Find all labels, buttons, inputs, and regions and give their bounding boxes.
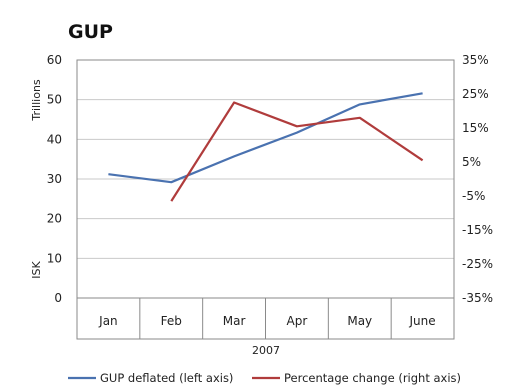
left-tick-label: 30 — [47, 172, 62, 186]
left-tick-label: 50 — [47, 93, 62, 107]
series-line-0 — [108, 92, 423, 184]
right-tick-label: 15% — [462, 121, 489, 135]
left-tick-label: 60 — [47, 53, 62, 67]
x-tick-label: Feb — [161, 314, 182, 328]
x-tick-label: Mar — [223, 314, 246, 328]
right-tick-label: 35% — [462, 53, 489, 67]
right-tick-label: 5% — [462, 155, 481, 169]
x-tick-label: June — [409, 314, 436, 328]
x-tick-label: May — [347, 314, 372, 328]
series-line-1 — [170, 101, 424, 202]
x-category-area: Jan Feb Mar Apr May June — [76, 297, 455, 340]
left-axis-label-top: Trillions — [30, 79, 43, 122]
chart-title: GUP — [68, 21, 113, 43]
left-tick-label: 20 — [47, 212, 62, 226]
left-axis-ticks: 0 10 20 30 40 50 60 — [47, 53, 62, 305]
x-group-label: 2007 — [252, 344, 280, 357]
grid-lines — [76, 59, 455, 299]
right-tick-label: -15% — [462, 223, 493, 237]
right-tick-label: -35% — [462, 291, 493, 305]
x-tick-label: Jan — [98, 314, 118, 328]
legend-label-percentage-change: Percentage change (right axis) — [284, 371, 461, 385]
right-tick-label: -5% — [462, 189, 485, 203]
legend: GUP deflated (left axis) Percentage chan… — [68, 371, 461, 385]
right-tick-label: 25% — [462, 87, 489, 101]
series-lines — [108, 92, 424, 202]
left-tick-label: 40 — [47, 132, 62, 146]
x-tick-label: Apr — [287, 314, 308, 328]
left-axis-label-bottom: ISK — [30, 261, 43, 279]
left-tick-label: 0 — [54, 291, 62, 305]
legend-label-gup-deflated: GUP deflated (left axis) — [100, 371, 233, 385]
right-axis-ticks: -35% -25% -15% -5% 5% 15% 25% 35% — [462, 53, 493, 305]
left-tick-label: 10 — [47, 251, 62, 265]
right-tick-label: -25% — [462, 257, 493, 271]
